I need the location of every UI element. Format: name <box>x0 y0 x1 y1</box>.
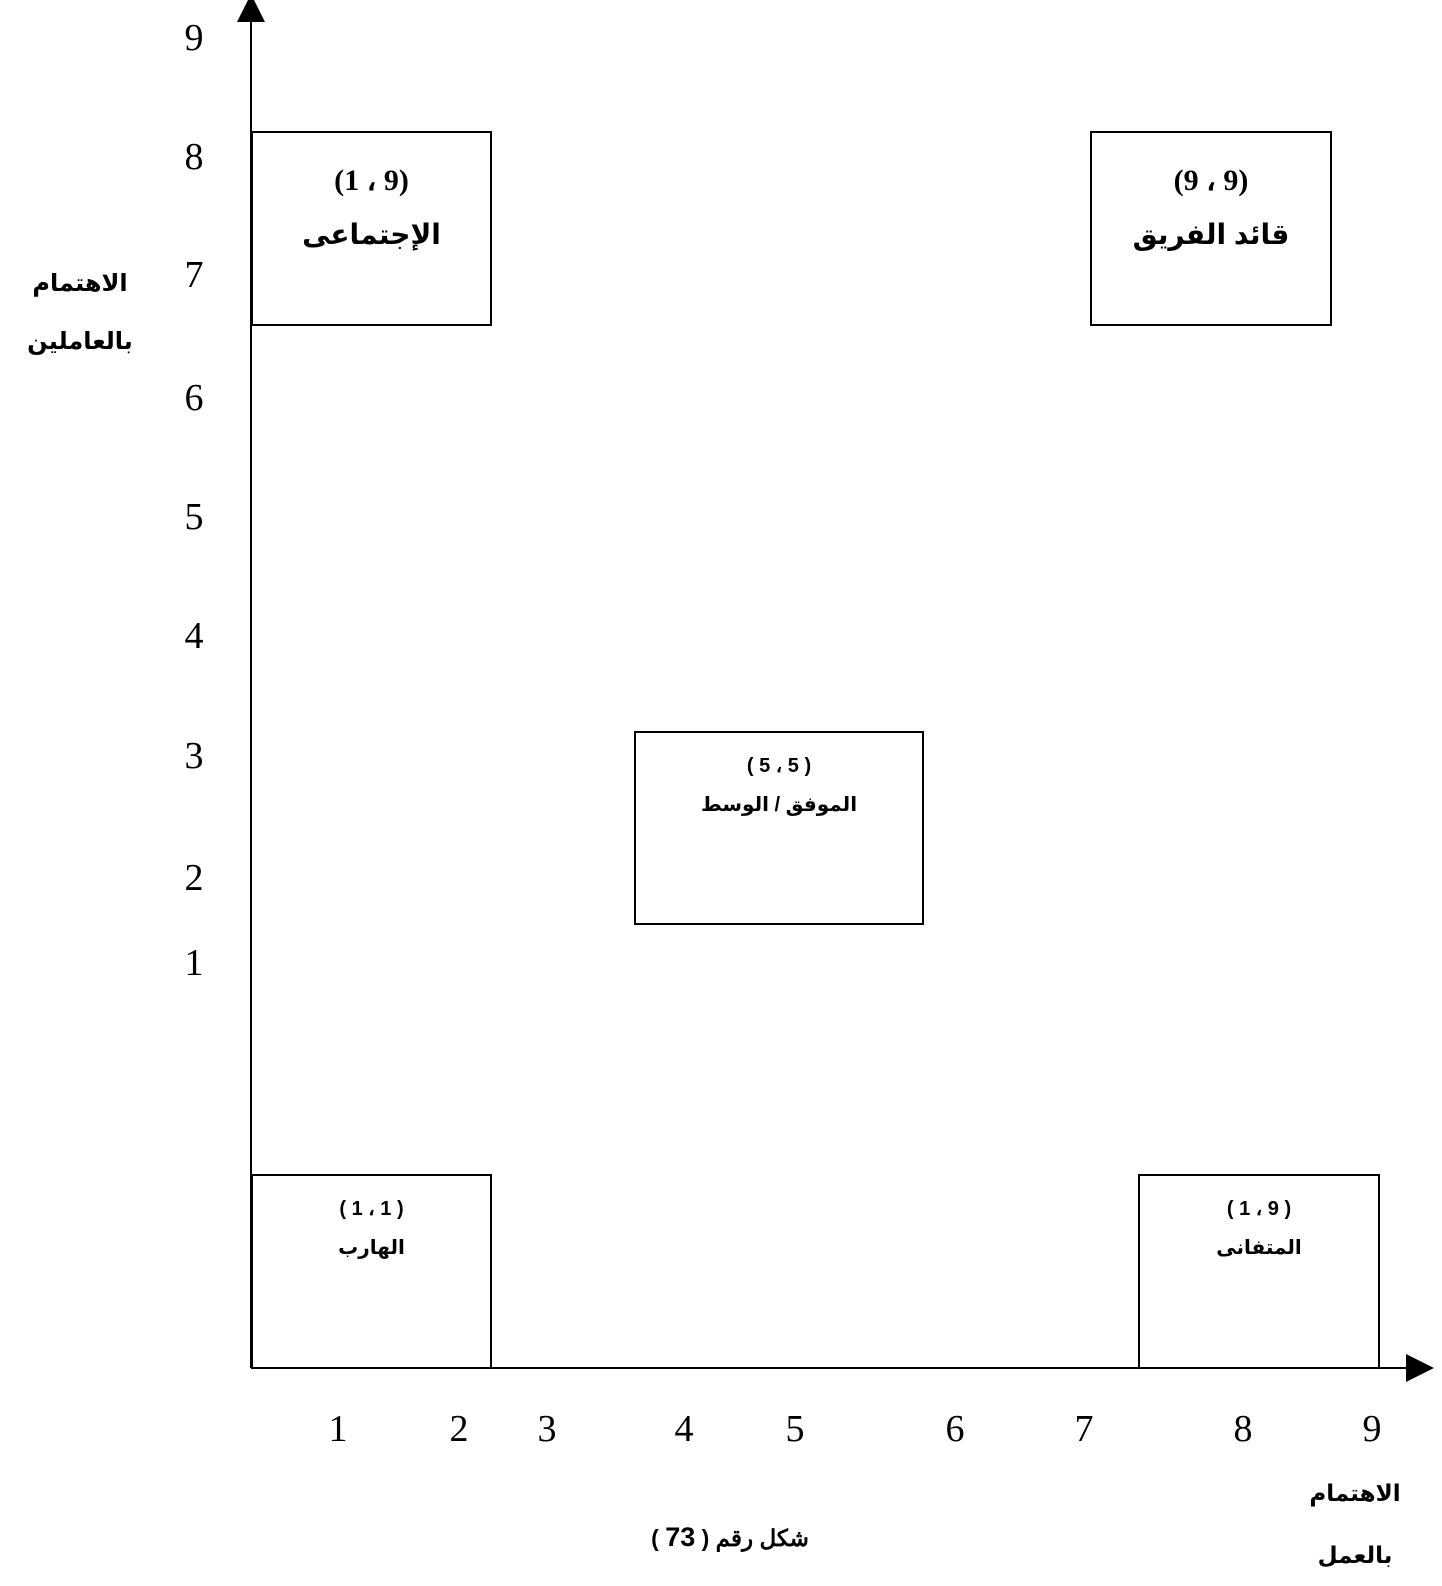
x-tick-label: 6 <box>946 1408 965 1450</box>
x-axis-ticks: 1 2 3 4 5 6 7 8 9 <box>329 1408 1382 1450</box>
x-tick-label: 5 <box>786 1408 805 1450</box>
style-box-escapist: ( 1 ، 1 ) الهارب <box>251 1174 492 1369</box>
y-tick-label: 9 <box>185 17 204 59</box>
y-axis-title: الاهتمام بالعاملين <box>10 255 150 371</box>
style-coord: ( 5 ، 5 ) <box>746 755 812 777</box>
y-tick-label: 3 <box>185 735 204 777</box>
y-tick-label: 6 <box>185 377 204 419</box>
y-tick-label: 2 <box>185 857 204 899</box>
y-axis-ticks: 1 2 3 4 5 6 7 8 9 <box>185 17 204 984</box>
caption-prefix: شكل رقم ( <box>701 1525 809 1551</box>
style-name: المتفانى <box>1216 1237 1302 1259</box>
x-tick-label: 7 <box>1075 1408 1094 1450</box>
style-coord: ( 1 ، 9 ) <box>1226 1198 1292 1220</box>
x-tick-label: 3 <box>538 1408 557 1450</box>
style-coord: (1 ، 9) <box>334 164 409 197</box>
y-tick-label: 7 <box>185 254 204 296</box>
x-tick-label: 8 <box>1234 1408 1253 1450</box>
style-name: الموفق / الوسط <box>700 794 858 816</box>
x-tick-label: 9 <box>1363 1408 1382 1450</box>
x-axis-title-line2: بالعمل <box>1317 1542 1393 1568</box>
x-axis-title: الاهتمام بالعمل <box>1300 1462 1410 1586</box>
style-coord: ( 1 ، 1 ) <box>339 1198 404 1220</box>
y-axis-title-line1: الاهتمام <box>32 270 128 297</box>
x-tick-label: 1 <box>329 1408 348 1450</box>
y-tick-label: 5 <box>185 496 204 538</box>
caption-number: 73 <box>665 1522 696 1552</box>
style-coord: (9 ، 9) <box>1173 164 1249 197</box>
y-axis-title-line2: بالعاملين <box>27 328 133 355</box>
x-tick-label: 2 <box>450 1408 469 1450</box>
y-tick-label: 4 <box>185 615 204 657</box>
style-name: الهارب <box>338 1237 405 1259</box>
style-name: الإجتماعى <box>302 219 441 250</box>
style-box-middle: ( 5 ، 5 ) الموفق / الوسط <box>634 731 924 925</box>
x-tick-label: 4 <box>675 1408 694 1450</box>
style-box-social: (1 ، 9) الإجتماعى <box>251 131 492 326</box>
figure-caption: شكل رقم ( 73 ) <box>560 1522 900 1553</box>
caption-suffix: ) <box>651 1525 659 1551</box>
style-name: قائد الفريق <box>1132 219 1290 250</box>
style-box-team-leader: (9 ، 9) قائد الفريق <box>1090 131 1332 326</box>
style-box-devoted: ( 1 ، 9 ) المتفانى <box>1138 1174 1380 1369</box>
y-tick-label: 1 <box>185 942 204 984</box>
x-axis-title-line1: الاهتمام <box>1309 1480 1401 1506</box>
y-tick-label: 8 <box>185 136 204 178</box>
